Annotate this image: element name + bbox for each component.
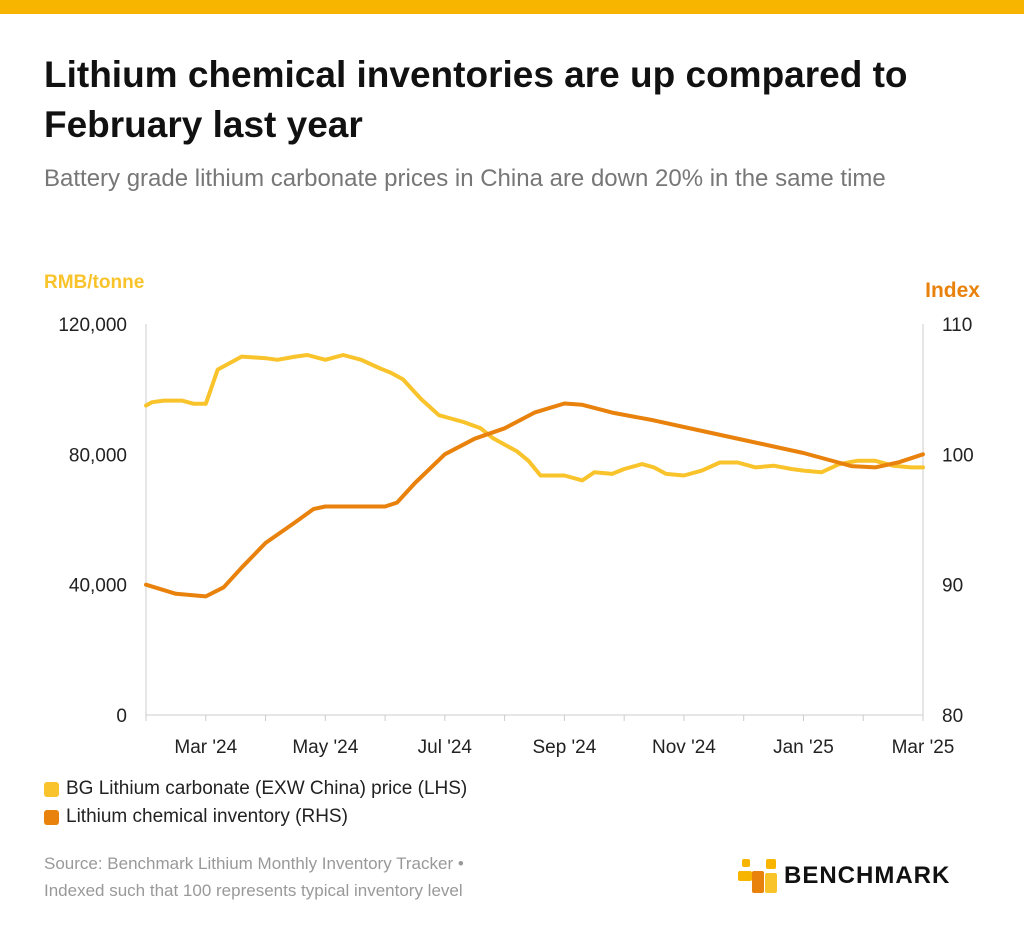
- left-tick-label: 120,000: [58, 315, 127, 336]
- benchmark-logo-icon: [738, 859, 777, 893]
- x-tick-label: Sep '24: [532, 737, 596, 758]
- x-tick-label: May '24: [292, 737, 358, 758]
- left-axis-label: RMB/tonne: [44, 272, 144, 293]
- x-tick-label: Jul '24: [418, 737, 473, 758]
- legend-item-inventory: Lithium chemical inventory (RHS): [44, 803, 467, 831]
- x-tick-label: Mar '25: [892, 737, 955, 758]
- source-line-2: Indexed such that 100 represents typical…: [44, 881, 463, 900]
- legend-item-price: BG Lithium carbonate (EXW China) price (…: [44, 775, 467, 803]
- line-chart: RMB/tonne Index 120,00080,00040,00001101…: [44, 272, 980, 758]
- right-tick-label: 80: [942, 706, 963, 727]
- series-line-inventory: [144, 401, 925, 599]
- left-tick-label: 0: [116, 706, 127, 727]
- benchmark-logo: BENCHMARK: [738, 856, 950, 896]
- source-note: Source: Benchmark Lithium Monthly Invent…: [44, 850, 704, 904]
- right-tick-label: 100: [942, 445, 974, 466]
- x-tick-label: Nov '24: [652, 737, 716, 758]
- series-lines: [144, 353, 925, 599]
- series-line-price: [144, 353, 925, 483]
- x-tick-label: Mar '24: [174, 737, 237, 758]
- tick-labels: 120,000 80,000 40,000 0 110 100 90 80 Mar '24 May…: [58, 315, 973, 758]
- legend: BG Lithium carbonate (EXW China) price (…: [44, 775, 467, 831]
- right-tick-label: 110: [942, 315, 972, 336]
- source-line-1: Source: Benchmark Lithium Monthly Invent…: [44, 854, 464, 873]
- chart-title: Lithium chemical inventories are up comp…: [44, 54, 908, 145]
- axes: [145, 324, 924, 721]
- legend-swatch-inventory: [44, 809, 59, 825]
- accent-bar: [0, 0, 1024, 14]
- right-axis-label: Index: [925, 279, 980, 302]
- legend-swatch-price: [44, 781, 59, 797]
- logo-text: BENCHMARK: [784, 862, 951, 889]
- x-tick-label: Jan '25: [773, 737, 834, 758]
- legend-label-inventory: Lithium chemical inventory (RHS): [66, 806, 348, 827]
- right-tick-label: 90: [942, 576, 963, 597]
- legend-label-price: BG Lithium carbonate (EXW China) price (…: [66, 778, 468, 799]
- left-tick-label: 80,000: [69, 445, 127, 466]
- chart-subtitle: Battery grade lithium carbonate prices i…: [44, 165, 886, 192]
- left-tick-label: 40,000: [69, 576, 127, 597]
